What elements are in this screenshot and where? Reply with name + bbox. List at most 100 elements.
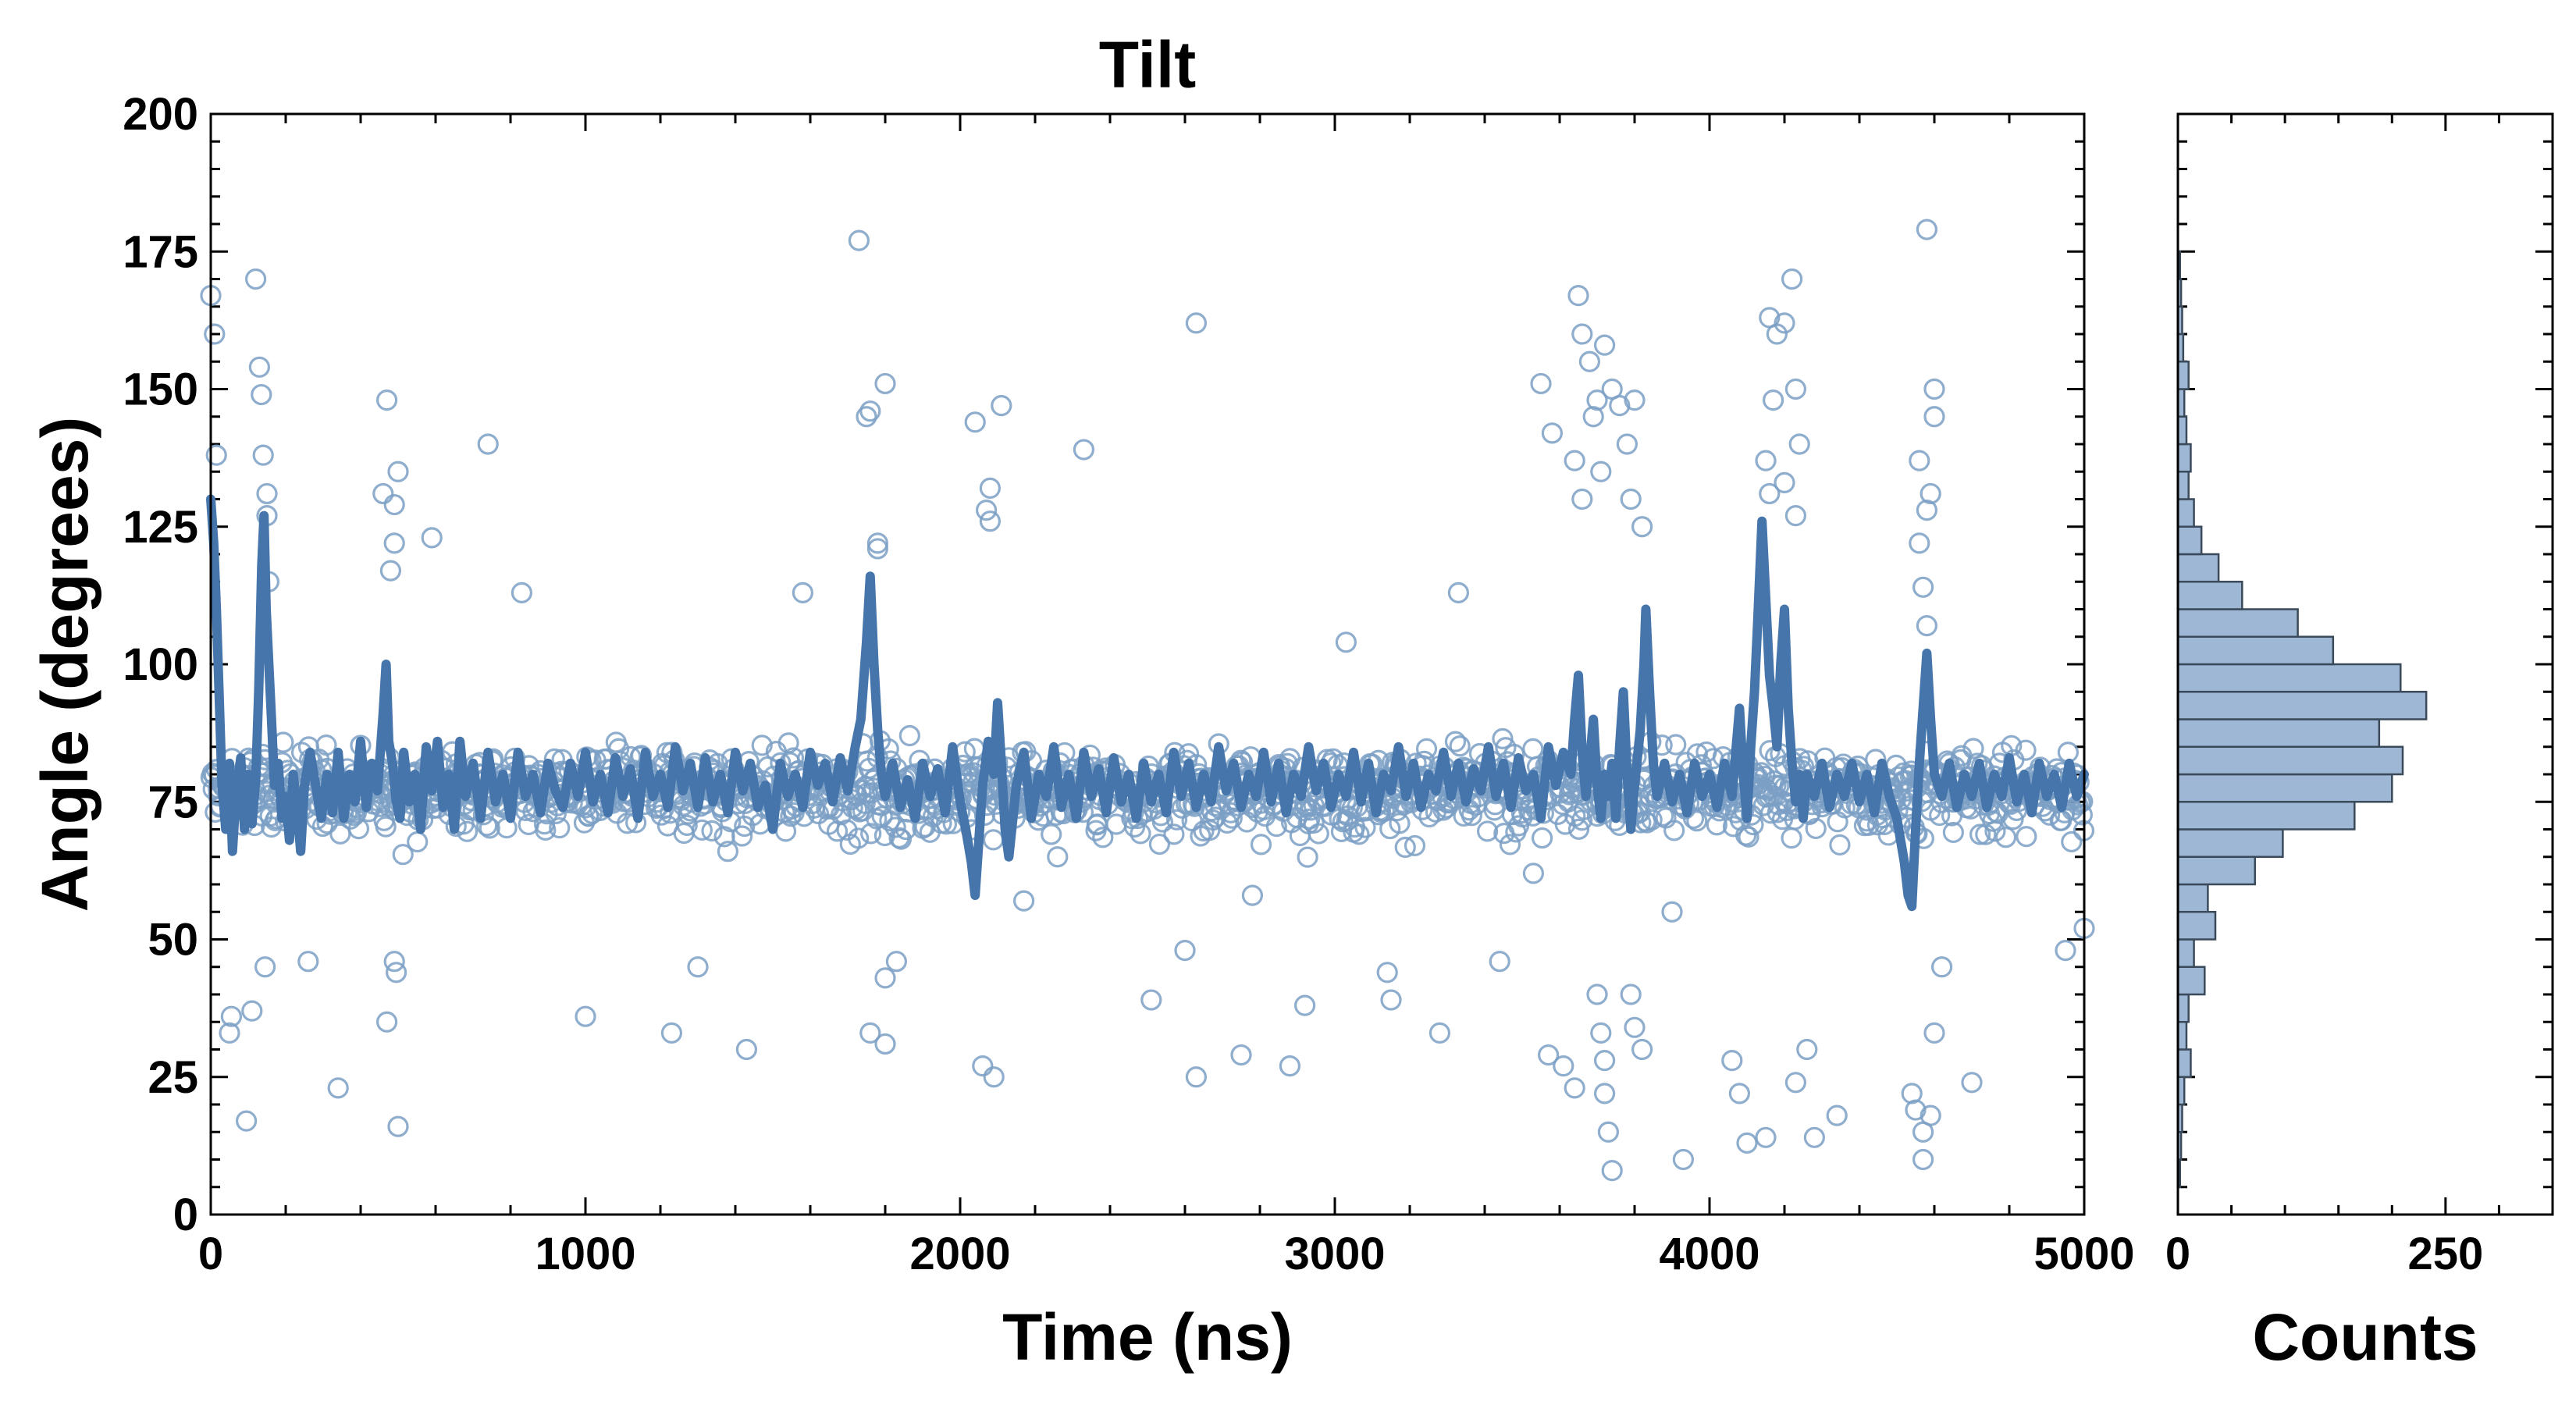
- histogram-bar: [2176, 1021, 2188, 1051]
- histogram-bar: [2176, 993, 2190, 1023]
- scatter-point: [1735, 824, 1757, 846]
- scatter-point: [1742, 814, 1764, 836]
- scatter-point: [2016, 826, 2037, 848]
- x-tick-label: 5000: [2033, 1229, 2134, 1279]
- scatter-point: [1354, 816, 1376, 838]
- scatter-point: [1920, 482, 1941, 505]
- histogram-bar: [2176, 635, 2335, 666]
- scatter-point: [1567, 285, 1589, 307]
- scatter-point: [874, 967, 896, 989]
- scatter-point: [387, 461, 409, 482]
- scatter-point: [256, 482, 278, 505]
- scatter-point: [885, 951, 908, 973]
- scatter-point: [578, 806, 600, 827]
- scatter-point: [575, 1005, 596, 1027]
- scatter-point: [2061, 831, 2083, 853]
- scatter-point: [2055, 939, 2076, 962]
- scatter-point: [383, 951, 405, 973]
- scatter-point: [1348, 823, 1370, 845]
- histogram-bar: [2176, 415, 2188, 446]
- scatter-point: [1165, 809, 1188, 831]
- y-tick-label: 200: [123, 89, 198, 140]
- scatter-point: [1140, 989, 1162, 1011]
- scatter-point: [1901, 1083, 1923, 1104]
- scatter-point: [1582, 406, 1604, 428]
- scatter-point: [1293, 994, 1316, 1016]
- scatter-point: [1781, 268, 1803, 290]
- y-tick-label: 25: [148, 1052, 198, 1103]
- y-tick-label: 50: [148, 915, 198, 966]
- scatter-point: [549, 816, 571, 839]
- time-series-panel: Tilt 0 1000 2000 3000 4000 5000 0 25 50 75 100 125…: [28, 28, 2135, 1374]
- scatter-point: [1553, 1055, 1574, 1077]
- scatter-point: [1601, 1159, 1623, 1182]
- scatter-point: [1492, 727, 1514, 750]
- scatter-point: [1905, 1099, 1927, 1121]
- histogram-bars: [2176, 251, 2428, 1188]
- y-tick-label: 125: [123, 502, 198, 553]
- scatter-point: [248, 356, 270, 378]
- scatter-point: [1620, 984, 1642, 1005]
- scatter-point: [1755, 450, 1777, 471]
- scatter-point: [687, 956, 709, 978]
- scatter-point: [383, 532, 405, 554]
- scatter-point: [1597, 1121, 1619, 1143]
- scatter-point: [205, 444, 227, 466]
- scatter-point: [972, 1055, 994, 1077]
- scatter-point: [252, 444, 274, 466]
- scatter-point: [1415, 738, 1438, 759]
- scatter-point: [890, 828, 913, 850]
- hist-x-tick-labels: 0 250: [2165, 1229, 2483, 1279]
- scatter-point: [1185, 1066, 1208, 1088]
- scatter-point: [1449, 735, 1471, 757]
- y-tick-label: 100: [123, 639, 198, 690]
- scatter-point: [1784, 505, 1806, 527]
- scatter-point: [1736, 1132, 1758, 1154]
- scatter-point: [1303, 812, 1325, 834]
- hist-x-axis-label: Counts: [2252, 1300, 2478, 1374]
- histogram-bar: [2176, 855, 2256, 886]
- scatter-point: [1788, 433, 1810, 455]
- scatter-point: [1571, 809, 1593, 831]
- scatter-point: [1916, 615, 1937, 637]
- scatter-point: [1522, 863, 1545, 884]
- scatter-point: [1564, 1077, 1585, 1099]
- scatter-point: [1759, 307, 1781, 329]
- scatter-point: [1728, 1083, 1750, 1104]
- scatter-point: [1531, 827, 1553, 849]
- x-tick-label: 2000: [909, 1229, 1010, 1279]
- scatter-point: [979, 477, 1002, 500]
- scatter-point: [543, 748, 565, 770]
- scatter-point: [1453, 805, 1475, 827]
- scatter-point: [1590, 1022, 1612, 1044]
- scatter-point: [848, 229, 870, 251]
- scatter-point: [676, 814, 698, 836]
- scatter-point: [1586, 389, 1608, 411]
- y-tick-label: 75: [148, 777, 198, 827]
- scatter-point: [1476, 820, 1499, 842]
- scatter-point: [1163, 823, 1185, 845]
- histogram-panel: 0 250 Counts: [2165, 112, 2554, 1374]
- scatter-point: [1092, 827, 1114, 848]
- hist-x-tick-label: 250: [2407, 1229, 2483, 1279]
- scatter-point: [1923, 406, 1945, 428]
- scatter-point: [1929, 804, 1951, 827]
- scatter-point: [1923, 1022, 1945, 1044]
- scatter-point: [1444, 731, 1467, 752]
- scatter-point: [1994, 827, 2017, 848]
- y-tick-labels: 0 25 50 75 100 125 150 175 200: [123, 89, 198, 1240]
- scatter-point: [1564, 450, 1585, 471]
- scatter-point: [1594, 1049, 1616, 1072]
- x-tick-label: 3000: [1284, 1229, 1385, 1279]
- scatter-point: [731, 825, 753, 847]
- scatter-point: [983, 1066, 1005, 1088]
- scatter-point: [691, 819, 713, 841]
- scatter-point: [372, 482, 394, 505]
- histogram-bar: [2176, 581, 2243, 610]
- scatter-point: [421, 527, 443, 549]
- histogram-bar: [2176, 691, 2428, 720]
- scatter-point: [1942, 821, 1964, 844]
- scatter-point: [701, 820, 723, 842]
- scatter-point: [1499, 834, 1521, 855]
